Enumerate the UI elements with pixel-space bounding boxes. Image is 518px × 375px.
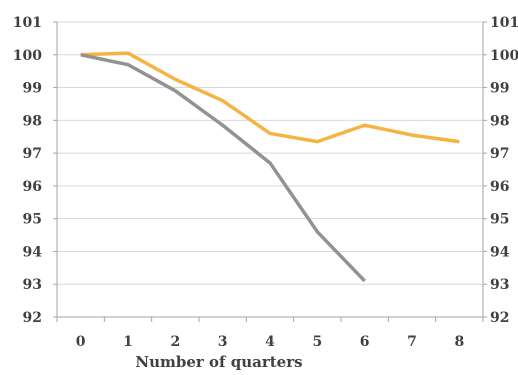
y-tick-label-right: 96 [490, 179, 509, 195]
x-tick-label: 5 [312, 334, 322, 350]
y-tick-label-right: 99 [490, 81, 509, 97]
y-tick-label-right: 94 [490, 244, 510, 260]
x-axis-title: Number of quarters [135, 353, 302, 371]
y-tick-label-right: 97 [490, 146, 509, 162]
x-tick-label: 1 [123, 334, 133, 350]
y-tick-label-right: 98 [490, 113, 509, 129]
axes [53, 21, 487, 322]
y-tick-label-left: 99 [23, 81, 42, 97]
y-tick-label-right: 92 [490, 310, 509, 326]
x-tick-label: 7 [407, 334, 417, 350]
x-tick-label: 0 [76, 334, 86, 350]
x-tick-label: 3 [218, 334, 228, 350]
y-tick-label-left: 98 [23, 113, 42, 129]
y-tick-label-left: 95 [23, 212, 42, 228]
y-tick-label-left: 97 [23, 146, 42, 162]
x-tick-label: 6 [360, 334, 370, 350]
y-tick-label-left: 92 [23, 310, 42, 326]
y-tick-label-left: 93 [23, 277, 42, 293]
x-tick-label: 4 [265, 334, 275, 350]
y-tick-label-right: 101 [490, 15, 518, 31]
x-axis-ticks: 0 1 2 3 4 5 6 7 8 [76, 334, 464, 350]
y-axis-left-ticks: 92 93 94 95 96 97 98 99 100 101 [13, 15, 42, 326]
x-tick-label: 8 [454, 334, 464, 350]
y-tick-label-right: 93 [490, 277, 509, 293]
y-tick-label-right: 95 [490, 212, 509, 228]
y-axis-right-ticks: 92 93 94 95 96 97 98 99 100 101 [490, 15, 518, 326]
gridlines [57, 21, 483, 285]
y-tick-label-left: 101 [13, 15, 42, 31]
y-tick-label-right: 100 [490, 48, 518, 64]
y-tick-label-left: 100 [13, 48, 42, 64]
x-tick-label: 2 [170, 334, 180, 350]
y-tick-label-left: 94 [23, 244, 43, 260]
series-lines [80, 51, 460, 283]
series-line-2 [80, 53, 366, 283]
series-line-1 [80, 51, 460, 144]
y-tick-label-left: 96 [23, 179, 42, 195]
